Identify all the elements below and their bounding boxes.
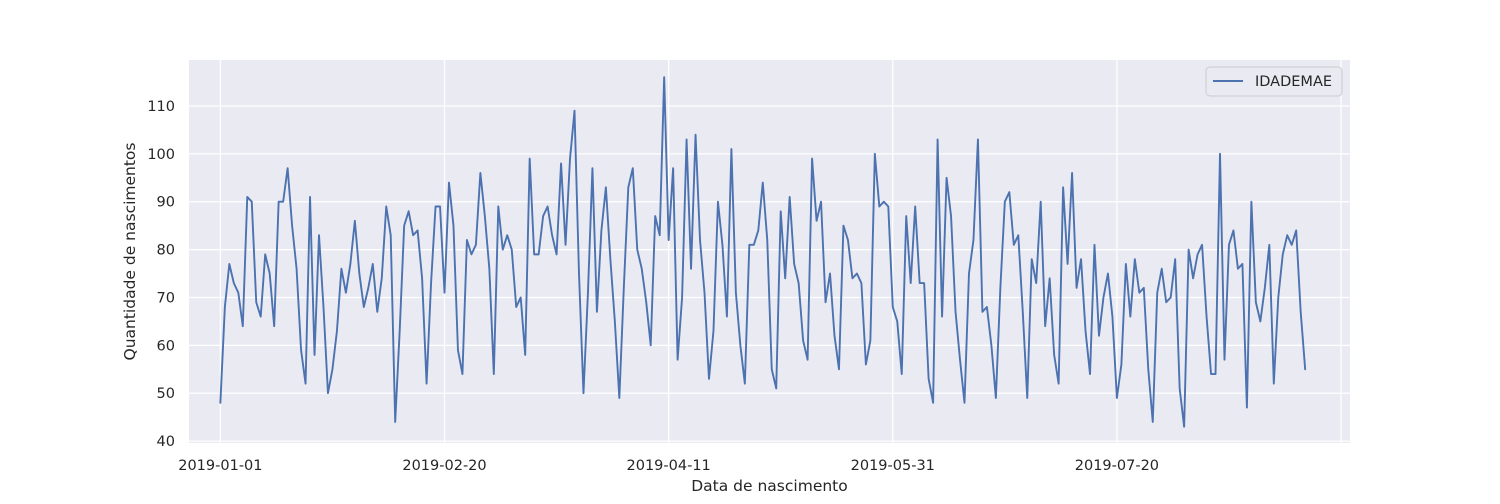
series-line: [219, 76, 1307, 428]
legend: IDADEMAE: [1205, 66, 1343, 97]
y-axis-ticks: 40 50 60 70 80 90 100 110: [147, 99, 175, 450]
x-axis-label: Data de nascimento: [691, 477, 847, 495]
x-axis-ticks: 2019-01-01 2019-02-20 2019-04-11 2019-05-31…: [178, 458, 1159, 474]
x-tick-label: 2019-01-01: [178, 458, 262, 474]
series-layer: [219, 76, 1307, 428]
x-tick-label: 2019-04-11: [627, 458, 711, 474]
y-tick-label: 70: [157, 290, 175, 306]
x-tick-label: 2019-02-20: [402, 458, 486, 474]
x-tick-label: 2019-07-20: [1075, 458, 1159, 474]
legend-label: IDADEMAE: [1255, 74, 1332, 90]
y-tick-label: 40: [157, 434, 175, 450]
y-tick-label: 90: [157, 195, 175, 211]
plot-area: [189, 60, 1350, 443]
legend-box: [1205, 66, 1343, 97]
y-tick-label: 60: [157, 338, 175, 354]
y-tick-label: 100: [147, 147, 175, 163]
x-tick-label: 2019-05-31: [851, 458, 935, 474]
y-axis-label: Quantidade de nascimentos: [121, 143, 139, 361]
y-tick-label: 80: [157, 243, 175, 259]
y-tick-label: 50: [157, 386, 175, 402]
y-tick-label: 110: [147, 99, 175, 115]
grid-lines: [189, 60, 1350, 443]
